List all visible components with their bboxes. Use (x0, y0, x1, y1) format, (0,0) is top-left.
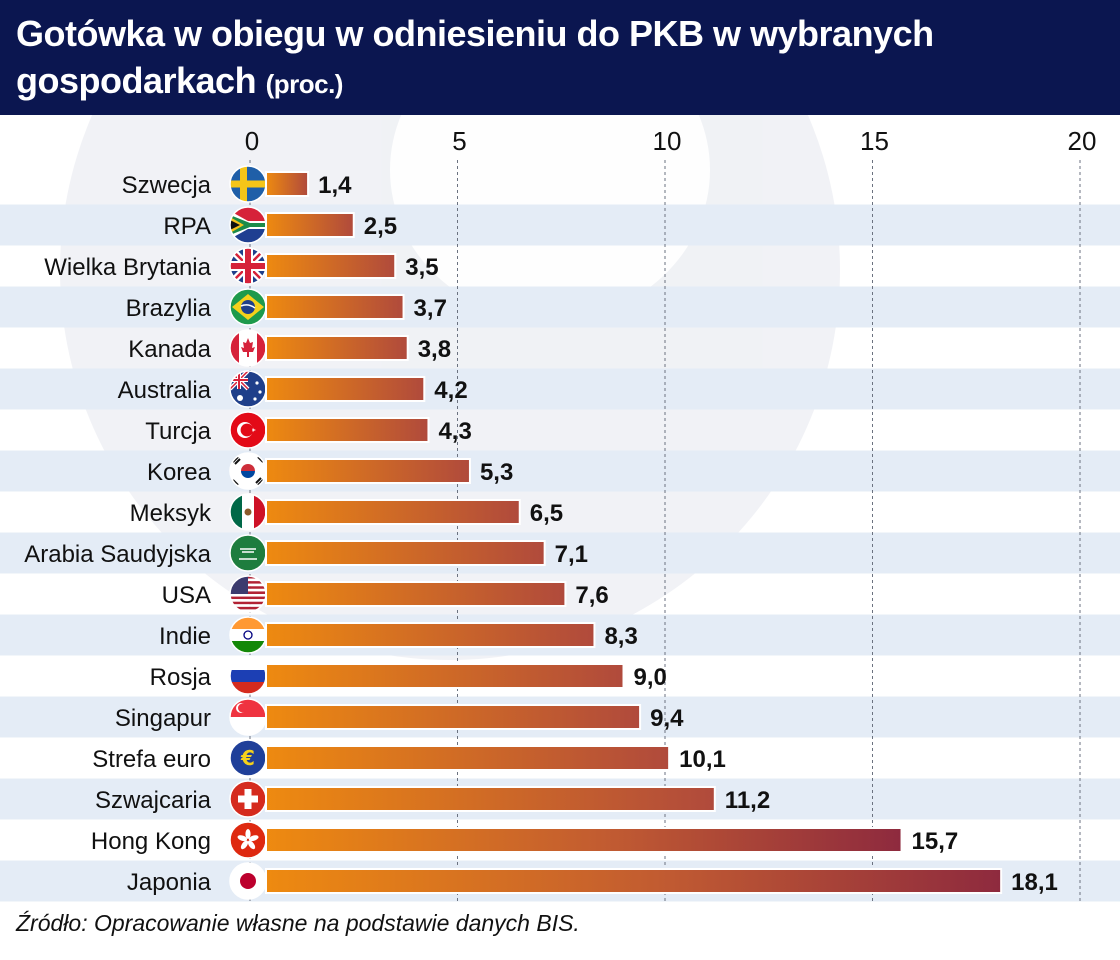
hong-kong-flag-icon (229, 821, 267, 859)
chart-title-text: Gotówka w obiegu w odniesieniu do PKB w … (16, 13, 934, 101)
bar (265, 745, 671, 771)
saudi-arabia-flag-icon (229, 534, 267, 572)
data-label: 8,3 (604, 623, 637, 650)
svg-text:€: € (240, 746, 255, 770)
chart-title-unit: (proc.) (265, 69, 344, 99)
mexico-flag-icon (229, 493, 267, 531)
bar (265, 458, 471, 484)
header-bar: Gotówka w obiegu w odniesieniu do PKB w … (0, 0, 1120, 115)
bar (265, 540, 546, 566)
canada-flag-icon (229, 329, 267, 367)
data-label: 3,5 (405, 254, 438, 281)
category-label: Korea (147, 459, 212, 486)
data-label: 9,4 (650, 705, 684, 732)
x-tick-label: 20 (1068, 126, 1097, 156)
bar (265, 663, 625, 689)
south-africa-flag-icon (229, 206, 267, 244)
japan-flag-icon (229, 862, 267, 900)
bar (265, 622, 596, 648)
singapore-flag-icon (229, 698, 267, 736)
data-label: 5,3 (480, 459, 513, 486)
category-label: Turcja (145, 418, 211, 445)
source-note: Źródło: Opracowanie własne na podstawie … (16, 910, 580, 936)
data-label: 4,2 (434, 377, 467, 404)
bar-chart: 0 5 10 15 20 Szwecja 1,4 RPA 2,5 Wielka Brytania… (0, 126, 1120, 902)
category-label: Wielka Brytania (44, 254, 211, 281)
switzerland-flag-icon (229, 780, 267, 818)
category-label: Japonia (127, 869, 212, 896)
australia-flag-icon (229, 370, 267, 408)
category-label: Kanada (128, 336, 211, 363)
bar (265, 376, 426, 402)
data-label: 10,1 (679, 746, 726, 773)
bar (265, 704, 642, 730)
india-flag-icon (229, 616, 267, 654)
bar (265, 171, 310, 197)
bar (265, 335, 409, 361)
bar (265, 868, 1003, 894)
row-band (0, 368, 1120, 410)
category-label: Brazylia (126, 295, 212, 322)
data-label: 11,2 (725, 787, 770, 814)
category-label: Meksyk (130, 500, 212, 527)
bar (265, 786, 716, 812)
bar (265, 499, 521, 525)
category-label: Strefa euro (92, 746, 211, 773)
bar (265, 212, 355, 238)
korea-flag-icon (229, 452, 267, 490)
data-label: 9,0 (634, 664, 667, 691)
data-label: 6,5 (530, 500, 563, 527)
data-label: 18,1 (1011, 869, 1058, 896)
data-label: 3,8 (418, 336, 451, 363)
bar (265, 581, 567, 607)
x-tick-label: 15 (860, 126, 889, 156)
data-label: 7,6 (575, 582, 608, 609)
category-label: USA (162, 582, 211, 609)
russia-flag-icon (229, 657, 267, 695)
bar (265, 294, 405, 320)
uk-flag-icon (229, 247, 267, 285)
category-label: Szwajcaria (95, 787, 212, 814)
category-label: Australia (118, 377, 212, 404)
data-label: 1,4 (318, 172, 352, 199)
data-label: 2,5 (364, 213, 397, 240)
brazil-flag-icon (229, 288, 267, 326)
x-tick-label: 5 (452, 126, 466, 156)
sweden-flag-icon (229, 165, 267, 203)
data-label: 7,1 (555, 541, 588, 568)
chart-title: Gotówka w obiegu w odniesieniu do PKB w … (16, 10, 1096, 108)
data-label: 3,7 (414, 295, 447, 322)
x-tick-label: 10 (653, 126, 682, 156)
category-label: RPA (163, 213, 211, 240)
category-label: Szwecja (122, 172, 212, 199)
x-tick-label: 0 (245, 126, 259, 156)
category-label: Arabia Saudyjska (24, 541, 211, 568)
data-label: 15,7 (912, 828, 959, 855)
category-label: Indie (159, 623, 211, 650)
eurozone-flag-icon: € (229, 739, 267, 777)
row-band (0, 286, 1120, 328)
turkey-flag-icon (229, 411, 267, 449)
bar (265, 827, 903, 853)
category-label: Singapur (115, 705, 211, 732)
row-band (0, 450, 1120, 492)
row-band (0, 532, 1120, 574)
bar (265, 253, 397, 279)
category-label: Rosja (150, 664, 212, 691)
bar (265, 417, 430, 443)
data-label: 4,3 (438, 418, 471, 445)
row-band (0, 204, 1120, 246)
usa-flag-icon (229, 575, 267, 613)
category-label: Hong Kong (91, 828, 211, 855)
